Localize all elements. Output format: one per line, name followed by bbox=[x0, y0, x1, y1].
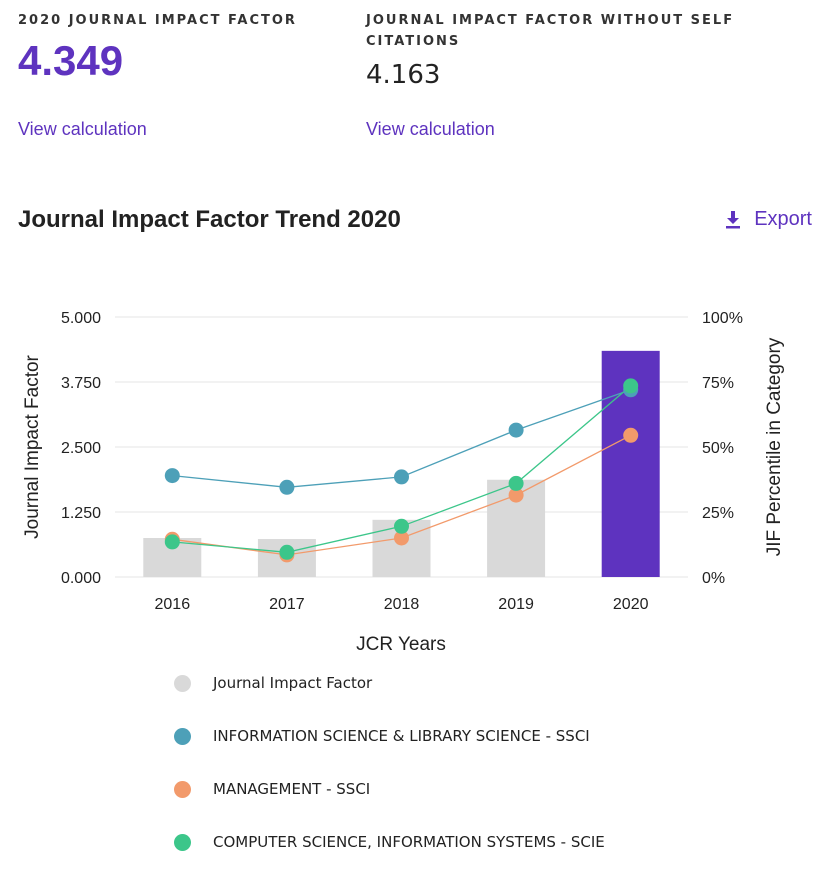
x-tick-label: 2019 bbox=[498, 596, 534, 613]
x-tick-label: 2016 bbox=[155, 596, 191, 613]
y-tick-label: 1.250 bbox=[61, 505, 101, 522]
jif-metric: 2020 JOURNAL IMPACT FACTOR 4.349 bbox=[18, 10, 297, 85]
y2-tick-label: 0% bbox=[702, 570, 725, 587]
series-point-2 bbox=[279, 544, 295, 560]
legend-swatch-management bbox=[174, 780, 191, 798]
trend-title: Journal Impact Factor Trend 2020 bbox=[18, 206, 401, 233]
legend-label-management: MANAGEMENT - SSCI bbox=[213, 780, 371, 798]
series-point-0 bbox=[508, 422, 524, 438]
jif-value: 4.349 bbox=[18, 37, 124, 84]
series-point-2 bbox=[394, 518, 409, 534]
series-point-1 bbox=[394, 530, 409, 546]
legend-label-computer-science: COMPUTER SCIENCE, INFORMATION SYSTEMS - … bbox=[213, 833, 605, 851]
series-point-1 bbox=[623, 427, 639, 443]
y2-tick-label: 100% bbox=[702, 310, 743, 327]
jif-no-self-view-calculation-link[interactable]: View calculation bbox=[366, 119, 495, 139]
x-axis-title: JCR Years bbox=[356, 634, 446, 655]
legend-swatch-information-science bbox=[174, 727, 191, 745]
y-tick-label: 3.750 bbox=[61, 375, 101, 392]
y2-axis-title: JIF Percentile in Category bbox=[764, 337, 785, 556]
series-point-0 bbox=[394, 469, 409, 485]
legend-item-computer-science[interactable]: COMPUTER SCIENCE, INFORMATION SYSTEMS - … bbox=[174, 825, 605, 859]
jif-no-self-value: 4.163 bbox=[366, 60, 441, 90]
series-point-2 bbox=[508, 475, 524, 491]
series-point-1 bbox=[508, 487, 524, 503]
legend-item-information-science[interactable]: INFORMATION SCIENCE & LIBRARY SCIENCE - … bbox=[174, 719, 605, 753]
y-tick-label: 5.000 bbox=[61, 310, 101, 327]
y2-tick-label: 50% bbox=[702, 440, 734, 457]
jif-view-calculation-link[interactable]: View calculation bbox=[18, 119, 147, 139]
series-point-2 bbox=[623, 378, 639, 394]
series-point-0 bbox=[279, 479, 295, 495]
y-tick-label: 2.500 bbox=[61, 440, 101, 457]
y2-tick-label: 25% bbox=[702, 505, 734, 522]
jif-no-self-label: JOURNAL IMPACT FACTOR WITHOUT SELF CITAT… bbox=[366, 10, 786, 52]
legend-item-management[interactable]: MANAGEMENT - SSCI bbox=[174, 772, 605, 806]
legend-swatch-jif bbox=[174, 674, 191, 692]
y-axis-title: Journal Impact Factor bbox=[22, 354, 43, 538]
export-label: Export bbox=[754, 208, 812, 230]
export-button[interactable]: Export bbox=[726, 208, 812, 231]
legend-label-jif: Journal Impact Factor bbox=[213, 674, 373, 692]
chart-legend: Journal Impact Factor INFORMATION SCIENC… bbox=[174, 666, 605, 878]
y-tick-label: 0.000 bbox=[61, 570, 101, 587]
jif-label: 2020 JOURNAL IMPACT FACTOR bbox=[18, 13, 297, 28]
series-point-0 bbox=[164, 468, 180, 484]
legend-swatch-computer-science bbox=[174, 833, 191, 851]
jif-no-self-metric: JOURNAL IMPACT FACTOR WITHOUT SELF CITAT… bbox=[366, 10, 786, 100]
jif-no-self-label-line2: CITATIONS bbox=[366, 34, 461, 49]
legend-item-jif[interactable]: Journal Impact Factor bbox=[174, 666, 605, 700]
x-tick-label: 2018 bbox=[384, 596, 420, 613]
y2-tick-label: 75% bbox=[702, 375, 734, 392]
x-tick-label: 2020 bbox=[613, 596, 649, 613]
jif-no-self-label-line1: JOURNAL IMPACT FACTOR WITHOUT SELF bbox=[366, 13, 735, 28]
download-icon bbox=[726, 210, 741, 229]
legend-label-information-science: INFORMATION SCIENCE & LIBRARY SCIENCE - … bbox=[213, 727, 590, 745]
series-point-2 bbox=[164, 534, 180, 550]
jif-trend-chart: 0.000 1.250 2.500 3.750 5.000 0% 25% 50% 75% 100%… bbox=[22, 310, 785, 655]
x-tick-label: 2017 bbox=[269, 596, 305, 613]
